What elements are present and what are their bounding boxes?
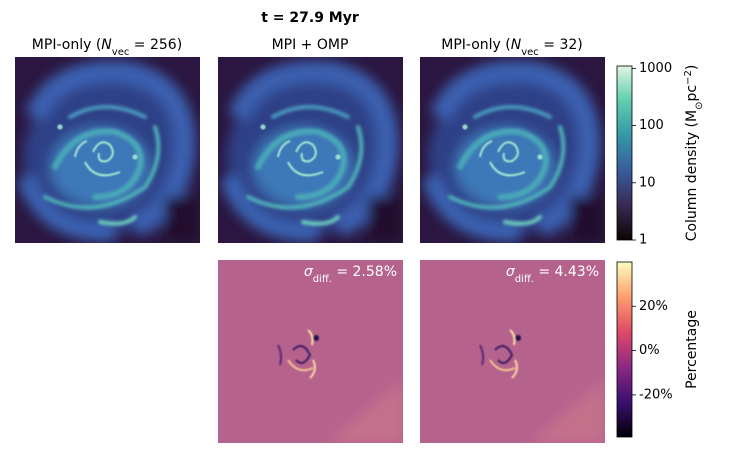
label-part: Column density (M bbox=[684, 110, 700, 241]
tick-label: 1000 bbox=[639, 61, 672, 76]
label: MPI + OMP bbox=[272, 37, 349, 53]
density-image bbox=[15, 57, 200, 243]
label-part: MPI + OMP bbox=[272, 37, 349, 53]
label: Percentage bbox=[684, 310, 700, 389]
difference-image bbox=[420, 260, 605, 443]
difference-image bbox=[218, 260, 403, 443]
label-part: diff. bbox=[515, 274, 534, 285]
label-part: vec bbox=[521, 47, 539, 58]
label-part: pc bbox=[684, 85, 700, 102]
label: σdiff. = 4.43% bbox=[506, 264, 599, 285]
label-part: = 256) bbox=[129, 37, 182, 53]
label-part: ⊙ bbox=[694, 102, 705, 110]
colorbar bbox=[616, 65, 633, 241]
tick-label: 0% bbox=[639, 343, 660, 358]
label-part: −2 bbox=[683, 70, 694, 85]
label-part: vec bbox=[112, 47, 130, 58]
label-part: MPI-only ( bbox=[441, 37, 511, 53]
label-part: N bbox=[101, 37, 112, 53]
label: Column density (M⊙pc−2) bbox=[683, 65, 705, 242]
label: σdiff. = 2.58% bbox=[304, 264, 397, 285]
label-part: σ bbox=[304, 264, 314, 280]
tick-label: 1 bbox=[639, 233, 647, 248]
density-image bbox=[420, 57, 605, 243]
tick-label: 20% bbox=[639, 299, 668, 314]
tick-label: 10 bbox=[639, 175, 656, 190]
label-part: MPI-only ( bbox=[32, 37, 102, 53]
label-part: = 4.43% bbox=[534, 264, 599, 280]
tick-label: -20% bbox=[639, 387, 673, 402]
label-part: = 32) bbox=[539, 37, 583, 53]
label: MPI-only (Nvec = 256) bbox=[32, 37, 182, 58]
tick-label: 100 bbox=[639, 118, 664, 133]
label-part: N bbox=[511, 37, 522, 53]
label-part: diff. bbox=[313, 274, 332, 285]
label-part: ) bbox=[684, 65, 700, 70]
label-part: = 2.58% bbox=[332, 264, 397, 280]
label: MPI-only (Nvec = 32) bbox=[441, 37, 582, 58]
label-part: Percentage bbox=[684, 310, 700, 389]
label-part: σ bbox=[506, 264, 516, 280]
colorbar bbox=[616, 261, 633, 438]
density-image bbox=[218, 57, 403, 243]
figure-title: t = 27.9 Myr bbox=[261, 10, 359, 26]
